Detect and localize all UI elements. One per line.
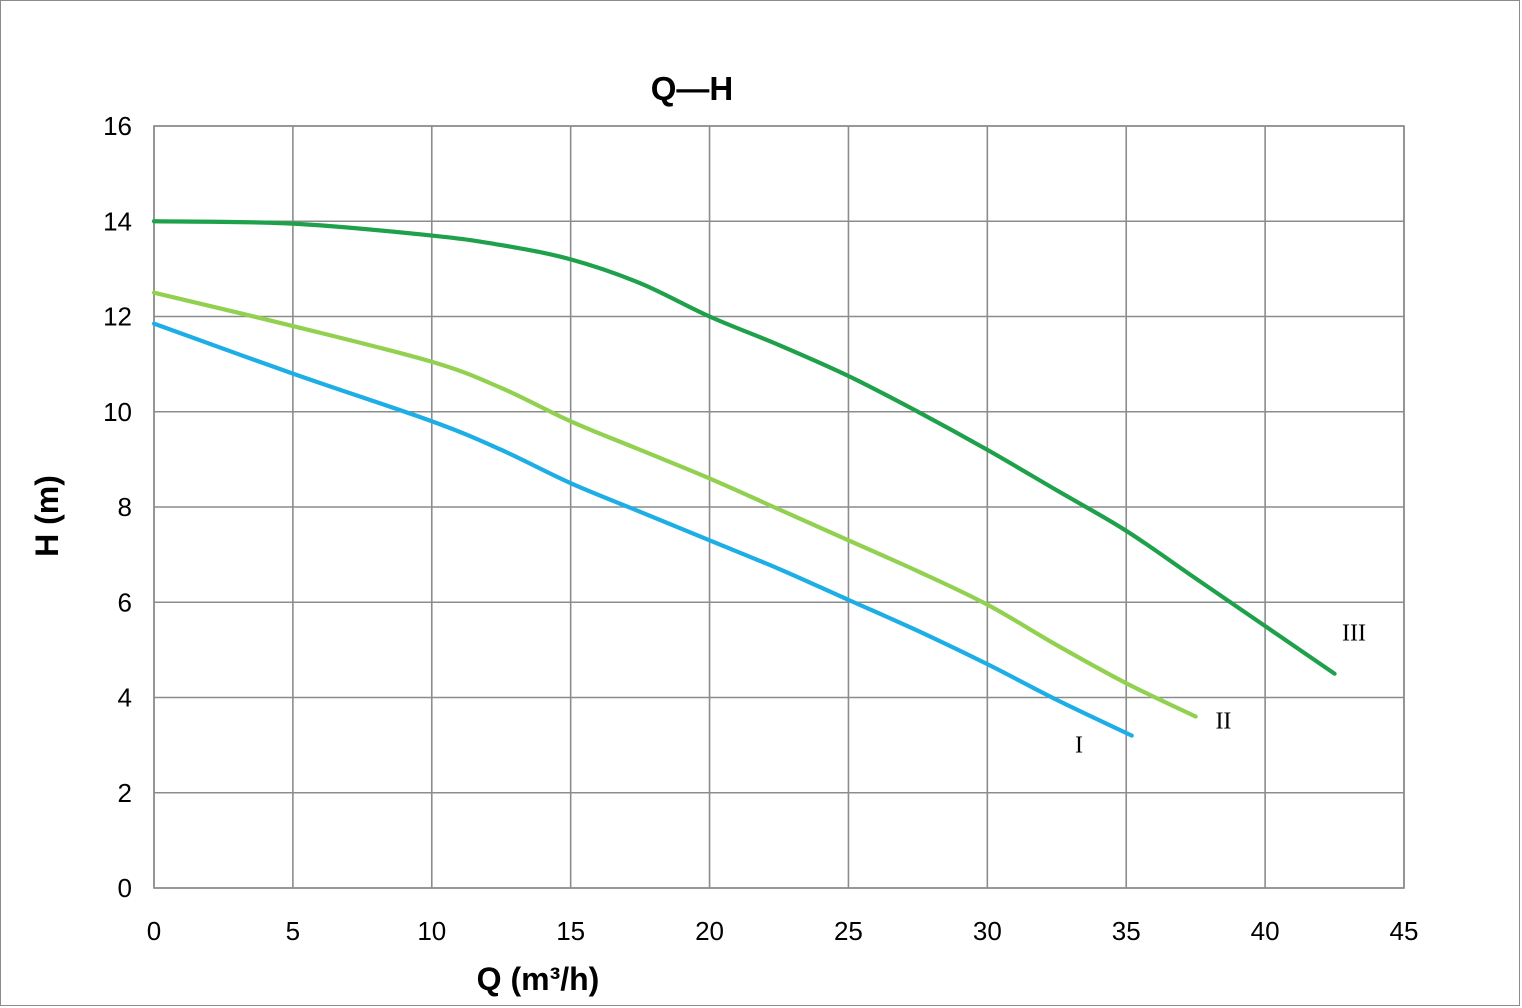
x-tick-label-8: 40 [1251, 916, 1280, 946]
x-axis-ticks: 0 5 10 15 20 25 30 35 40 45 [147, 916, 1419, 946]
y-tick-label-5: 10 [103, 397, 132, 427]
y-axis-label: H (m) [29, 475, 65, 557]
series-group [151, 219, 1337, 738]
x-tick-label-6: 30 [973, 916, 1002, 946]
x-tick-label-2: 10 [417, 916, 446, 946]
y-tick-label-1: 2 [118, 778, 132, 808]
x-tick-label-9: 45 [1390, 916, 1419, 946]
plot-area-border [153, 125, 1405, 889]
series-line-III [151, 219, 1337, 676]
y-axis-ticks: 0 2 4 6 8 10 12 14 16 [103, 111, 132, 903]
x-tick-label-3: 15 [556, 916, 585, 946]
x-axis-label: Q (m³/h) [477, 961, 600, 997]
series-label-I: I [1075, 732, 1083, 758]
y-tick-label-8: 16 [103, 111, 132, 141]
y-tick-label-4: 8 [118, 492, 132, 522]
y-tick-label-3: 6 [118, 587, 132, 617]
x-tick-label-0: 0 [147, 916, 161, 946]
grid [153, 125, 1405, 889]
x-tick-label-5: 25 [834, 916, 863, 946]
x-tick-label-7: 35 [1112, 916, 1141, 946]
series-line-I [151, 321, 1134, 738]
y-tick-label-2: 4 [118, 683, 132, 713]
chart-title: Q—H [651, 70, 734, 107]
series-label-II: II [1215, 708, 1231, 734]
y-tick-label-7: 14 [103, 206, 132, 236]
series-label-III: III [1342, 620, 1366, 646]
series-line-II [151, 290, 1198, 719]
y-tick-label-0: 0 [118, 873, 132, 903]
y-tick-label-6: 12 [103, 302, 132, 332]
x-tick-label-4: 20 [695, 916, 724, 946]
x-tick-label-1: 5 [286, 916, 300, 946]
